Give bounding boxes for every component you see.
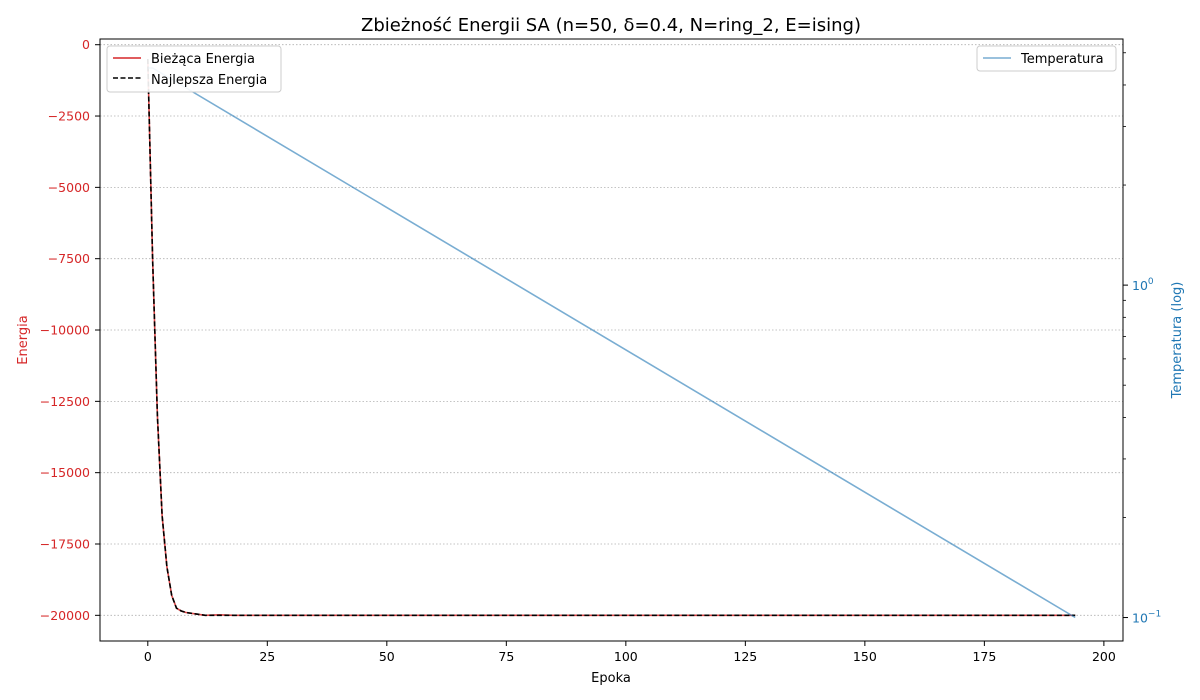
y-left-tick-label: −17500 bbox=[40, 536, 90, 551]
legend-right-box bbox=[976, 45, 1117, 72]
legend-energy-label: Bieżąca Energia bbox=[151, 52, 255, 67]
x-axis: 0 25 50 75 100 125 150 175 200 bbox=[144, 641, 1116, 664]
x-tick-label: 125 bbox=[733, 649, 757, 664]
y-right-tick-label: 100 bbox=[1132, 277, 1154, 293]
legend-left-box bbox=[106, 45, 282, 93]
x-tick-label: 50 bbox=[379, 649, 395, 664]
y-left-tick-label: −10000 bbox=[40, 323, 90, 338]
y-axis-left-label: Energia bbox=[16, 315, 31, 364]
legend-temperature-label: Temperatura bbox=[1020, 52, 1104, 67]
x-tick-label: 200 bbox=[1092, 649, 1116, 664]
legend-left: Bieżąca Energia Najlepsza Energia bbox=[106, 45, 282, 93]
y-left-tick-label: −12500 bbox=[40, 394, 90, 409]
series-best-energy-line bbox=[147, 58, 1076, 617]
y-left-tick-label: 0 bbox=[82, 37, 90, 52]
y-left-tick-label: −2500 bbox=[48, 109, 90, 124]
legend-best-label: Najlepsza Energia bbox=[151, 73, 267, 88]
chart-title: Zbieżność Energii SA (n=50, δ=0.4, N=rin… bbox=[361, 15, 861, 36]
x-tick-label: 100 bbox=[614, 649, 638, 664]
y-axis-right: 10−1 100 bbox=[1123, 52, 1161, 626]
x-tick-label: 175 bbox=[972, 649, 996, 664]
x-axis-label: Epoka bbox=[591, 671, 631, 686]
plot-frame bbox=[99, 38, 1124, 642]
y-left-tick-label: −15000 bbox=[40, 465, 90, 480]
legend-right: Temperatura bbox=[976, 45, 1117, 72]
y-right-tick-label: 10−1 bbox=[1132, 610, 1161, 626]
x-tick-label: 25 bbox=[259, 649, 275, 664]
x-tick-label: 0 bbox=[144, 649, 152, 664]
y-axis-right-label: Temperatura (log) bbox=[1170, 282, 1185, 400]
y-left-tick-label: −5000 bbox=[48, 180, 90, 195]
y-axis-left: 0 −2500 −5000 −7500 −10000 −12500 −15000 −17500… bbox=[40, 37, 100, 623]
y-left-tick-label: −20000 bbox=[40, 608, 90, 623]
y-left-tick-label: −7500 bbox=[48, 251, 90, 266]
x-tick-label: 150 bbox=[853, 649, 877, 664]
x-tick-label: 75 bbox=[498, 649, 514, 664]
